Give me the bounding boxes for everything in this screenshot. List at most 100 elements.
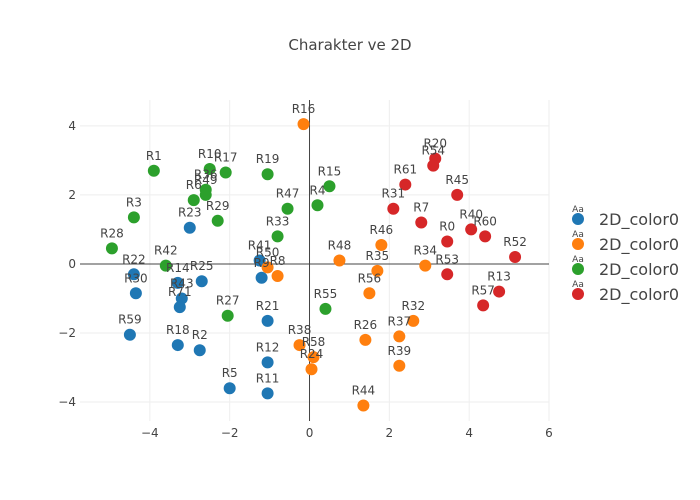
data-point (271, 270, 284, 283)
data-label: R57 (471, 283, 495, 297)
data-point (261, 314, 274, 327)
x-tick-label: −2 (221, 426, 239, 440)
data-point (393, 359, 406, 372)
data-label: R47 (276, 187, 300, 201)
data-point (311, 199, 324, 212)
data-point (451, 188, 464, 201)
y-tick-label: −4 (58, 395, 76, 409)
data-point (171, 339, 184, 352)
x-tick-label: 2 (386, 426, 394, 440)
data-label: R49 (194, 173, 218, 187)
chart-title: Charakter ve 2D (288, 36, 411, 54)
data-label: R45 (445, 173, 469, 187)
data-point (371, 264, 384, 277)
data-label: R29 (206, 199, 230, 213)
data-label: R32 (401, 299, 425, 313)
data-label: R2 (192, 328, 208, 342)
data-label: R6 (186, 178, 202, 192)
data-point (293, 339, 306, 352)
data-point (221, 309, 234, 322)
data-label: R48 (328, 239, 352, 253)
data-point (375, 238, 388, 251)
data-label: R18 (166, 323, 190, 337)
y-tick-label: 0 (68, 257, 76, 271)
data-point (307, 351, 320, 364)
legend-label: 2D_color0 (599, 260, 679, 280)
data-point (159, 259, 172, 272)
data-label: R59 (118, 313, 142, 327)
data-point (419, 259, 432, 272)
data-point (173, 301, 186, 314)
legend-item[interactable]: Aa 2D_color0 (572, 255, 679, 280)
grid (80, 100, 550, 421)
data-point (509, 251, 522, 264)
data-point (183, 221, 196, 234)
data-point (199, 188, 212, 201)
data-point (195, 275, 208, 288)
data-point (123, 328, 136, 341)
data-point (359, 333, 372, 346)
legend-item[interactable]: Aa 2D_color0 (572, 230, 679, 255)
data-label: R46 (370, 223, 394, 237)
data-point (193, 344, 206, 357)
data-point (261, 261, 274, 274)
data-point (297, 118, 310, 131)
data-label: R0 (439, 220, 455, 234)
data-point (129, 287, 142, 300)
legend-marker (572, 288, 584, 300)
data-label: R60 (473, 214, 497, 228)
data-point (127, 268, 140, 281)
data-point (479, 230, 492, 243)
data-label: R31 (382, 187, 406, 201)
legend-item[interactable]: Aa 2D_color0 (572, 280, 679, 305)
x-tick-label: 4 (465, 426, 473, 440)
data-point (305, 363, 318, 376)
data-label: R36 (194, 168, 218, 182)
data-label: R42 (154, 244, 178, 258)
data-point (319, 302, 332, 315)
data-point (441, 235, 454, 248)
data-label: R44 (352, 383, 376, 397)
legend[interactable]: Aa 2D_color0 Aa 2D_color0 Aa 2D_color0 Aa 2D_co… (572, 205, 679, 305)
data-label: R39 (388, 344, 412, 358)
legend-label: 2D_color0 (599, 285, 679, 305)
legend-item[interactable]: Aa 2D_color0 (572, 205, 679, 230)
data-point (323, 180, 336, 193)
data-label: R38 (288, 323, 312, 337)
legend-symbol-text: Aa (572, 280, 584, 290)
data-point (223, 382, 236, 395)
data-label: R26 (354, 318, 378, 332)
data-point (493, 285, 506, 298)
data-point (281, 202, 294, 215)
data-points (105, 118, 522, 412)
data-label: R20 (423, 137, 447, 151)
data-label: R43 (170, 276, 194, 290)
data-label: R25 (190, 259, 214, 273)
x-tick-label: −4 (141, 426, 159, 440)
data-label: R37 (388, 314, 412, 328)
data-point (253, 254, 266, 267)
data-point (261, 168, 274, 181)
legend-label: 2D_color0 (599, 235, 679, 255)
data-point (387, 202, 400, 215)
data-label: R27 (216, 294, 240, 308)
data-label: R1 (146, 149, 162, 163)
data-label: R21 (256, 299, 280, 313)
data-label: R52 (503, 235, 527, 249)
data-label: R5 (222, 366, 238, 380)
data-point (333, 254, 346, 267)
tick-labels: −4 −2 0 2 4 6 −4 −2 0 2 4 (58, 119, 553, 440)
data-point (105, 242, 118, 255)
data-label: R7 (413, 201, 429, 215)
data-point (147, 164, 160, 177)
data-label: R35 (366, 249, 390, 263)
data-label: R16 (292, 102, 316, 116)
data-point (415, 216, 428, 229)
data-point (203, 163, 216, 176)
data-label: R58 (302, 335, 326, 349)
data-point (363, 287, 376, 300)
data-label: R50 (256, 245, 280, 259)
legend-marker (572, 238, 584, 250)
